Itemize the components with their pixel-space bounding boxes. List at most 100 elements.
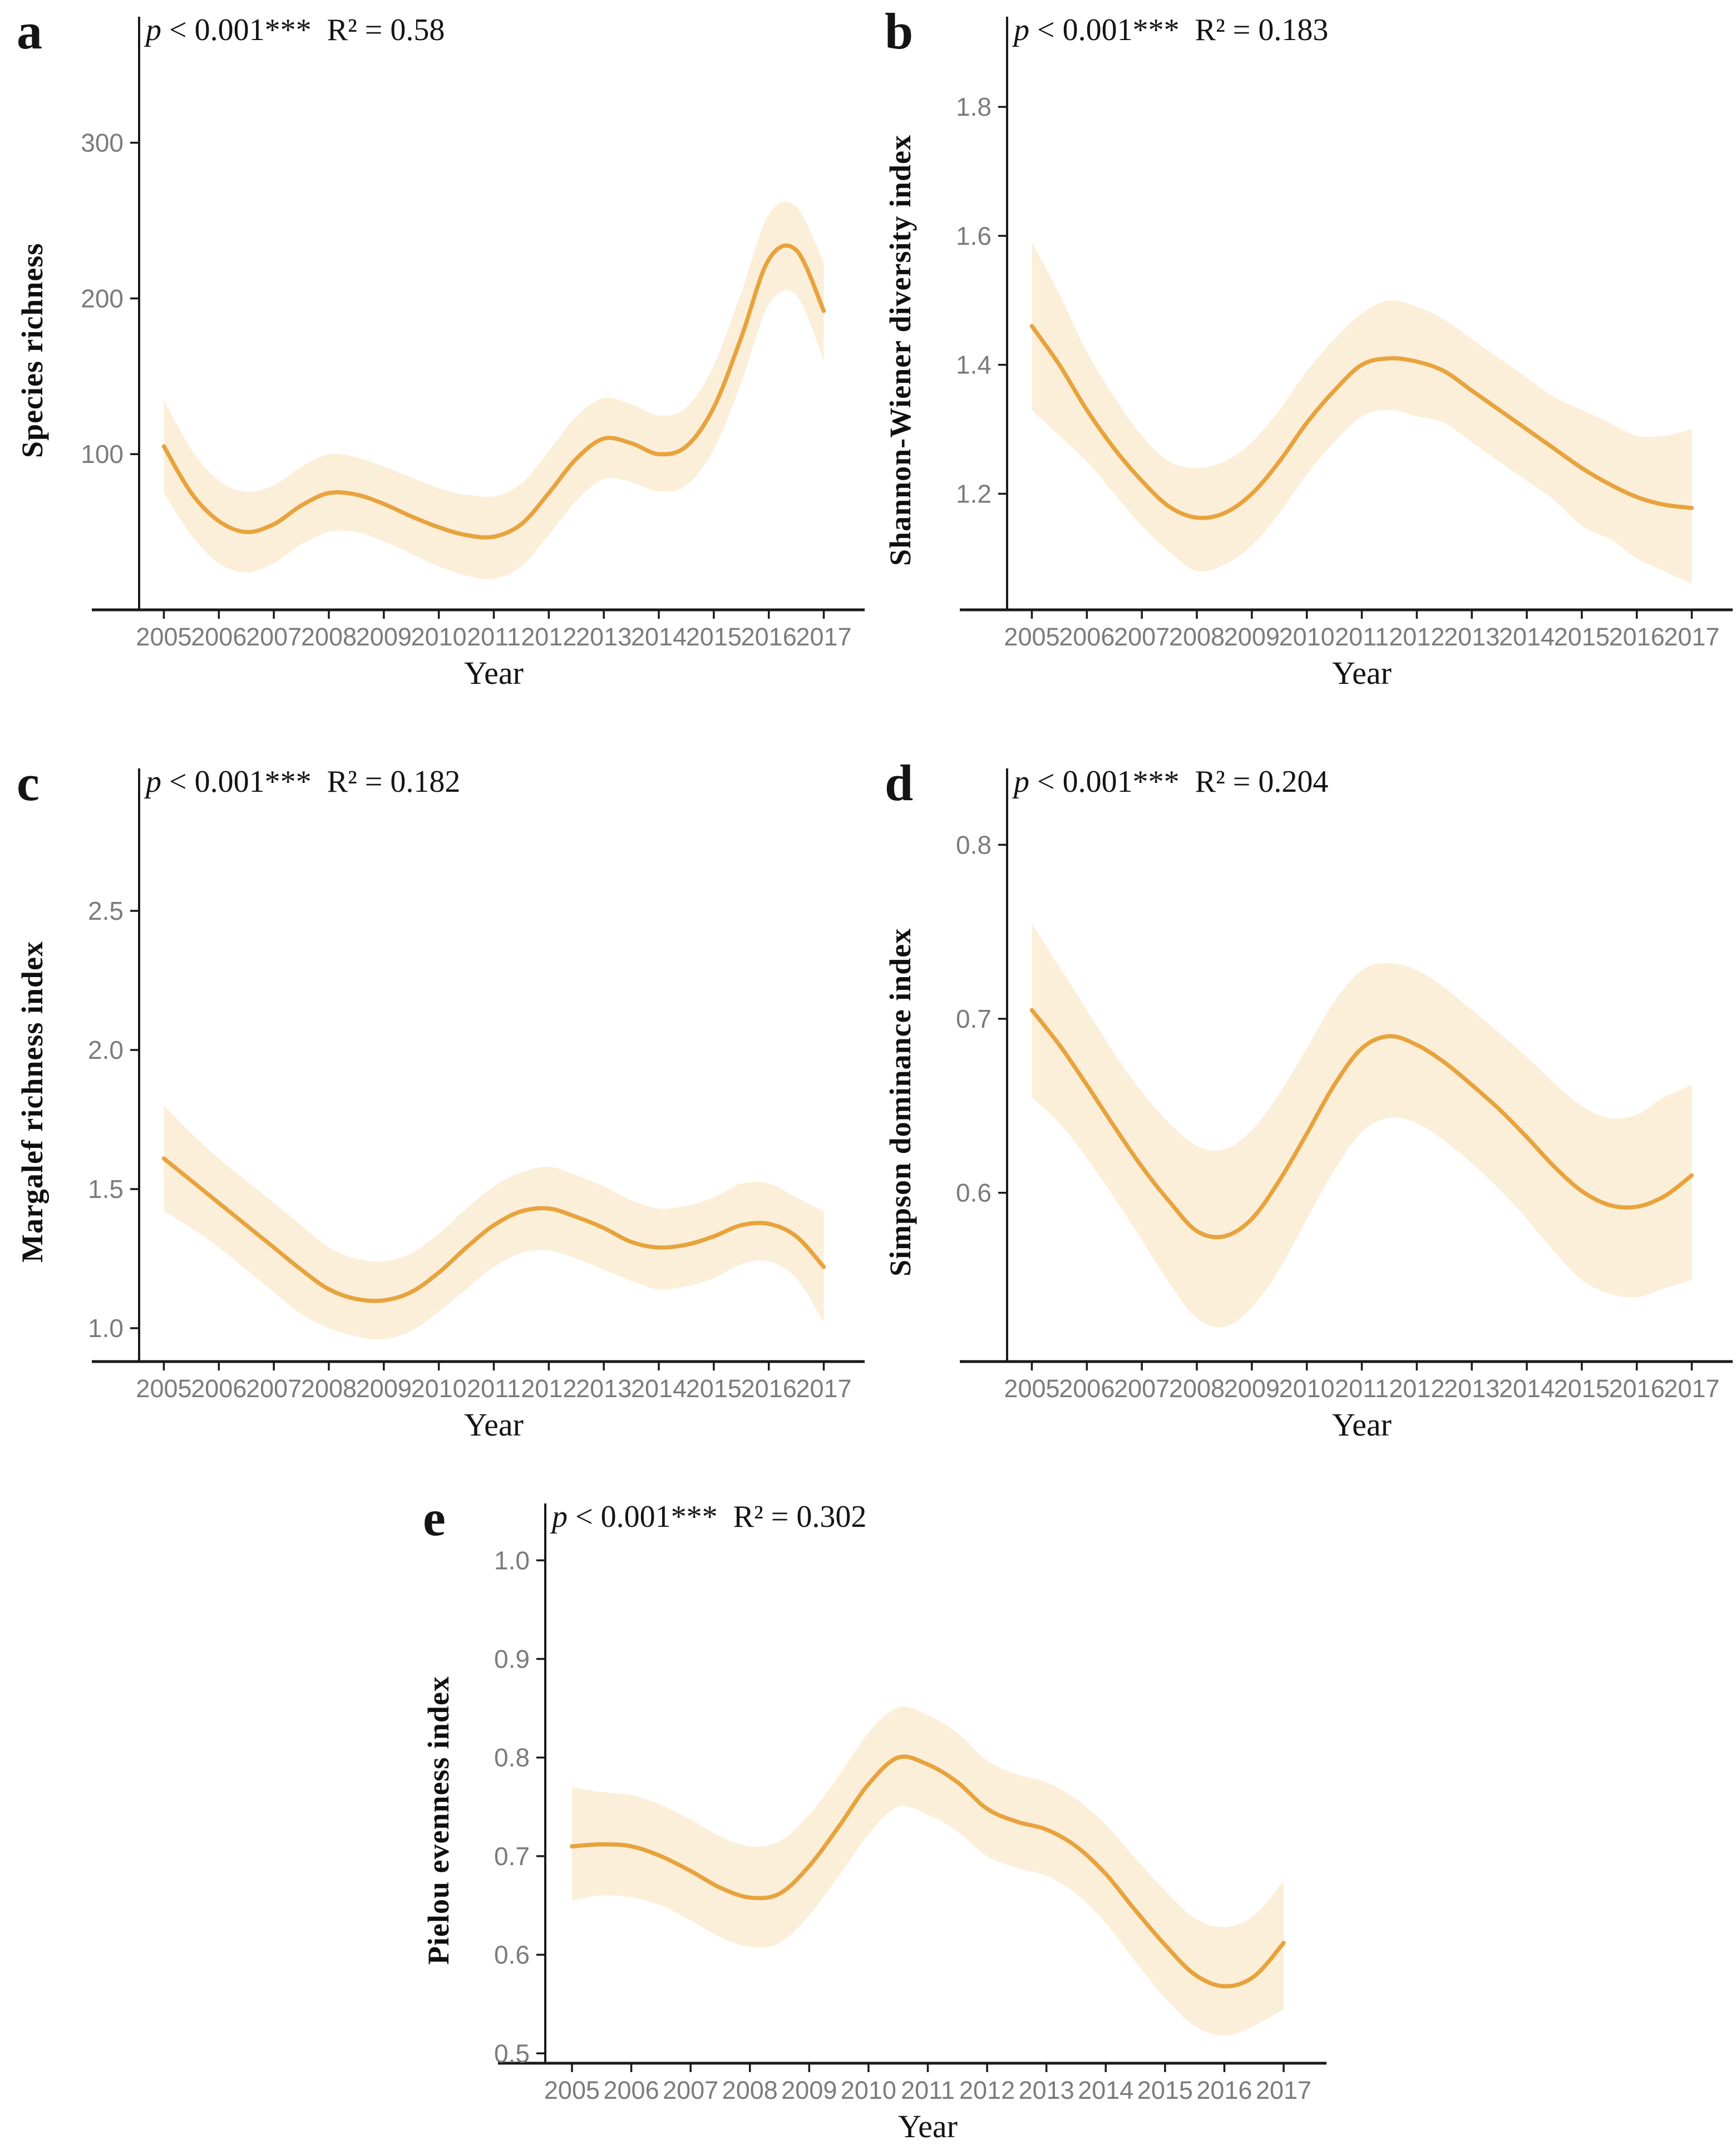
trend-line xyxy=(161,1156,826,1303)
x-tick-label: 2006 xyxy=(1059,1374,1114,1403)
y-tick-label: 1.0 xyxy=(88,1314,124,1343)
y-tick-label: 1.8 xyxy=(956,92,992,121)
x-tick-label: 2015 xyxy=(686,1374,742,1403)
x-tick-label: 2007 xyxy=(663,2076,718,2104)
x-tick-label: 2011 xyxy=(467,1374,521,1403)
x-tick-label: 2008 xyxy=(1169,1374,1225,1403)
plot-wrap-a: p < 0.001*** R² = 0.58 100 200 300 2005 2006 2… xyxy=(56,9,868,654)
x-tick-label: 2007 xyxy=(1114,623,1170,651)
trend-line xyxy=(1029,324,1694,520)
x-tick-label: 2012 xyxy=(1389,623,1444,651)
x-tick-label: 2007 xyxy=(246,623,302,651)
plot-column-c: p < 0.001*** R² = 0.182 1.0 1.5 2.0 2.5 2005 2… xyxy=(56,761,868,1443)
plot-wrap-c: p < 0.001*** R² = 0.182 1.0 1.5 2.0 2.5 2005 2… xyxy=(56,761,868,1406)
p-value-text: < 0.001*** xyxy=(1029,765,1180,799)
x-tick-label: 2009 xyxy=(781,2076,837,2104)
r-squared-text: R² = 0.204 xyxy=(1195,765,1329,799)
x-tick-label: 2013 xyxy=(1019,2076,1074,2104)
x-tick-label: 2010 xyxy=(1279,1374,1335,1403)
x-tick-label: 2008 xyxy=(301,623,357,651)
plot-wrap-e: p < 0.001*** R² = 0.302 0.5 0.6 0.7 0.8 0.9 1.… xyxy=(462,1496,1330,2108)
x-tick-label: 2008 xyxy=(301,1374,357,1403)
x-tick-label: 2014 xyxy=(1499,623,1555,651)
y-tick-label: 0.7 xyxy=(494,1842,530,1871)
x-tick-label: 2011 xyxy=(467,623,521,651)
y-tick-label: 0.9 xyxy=(494,1644,530,1673)
confidence-band xyxy=(164,1106,824,1340)
x-tick-label: 2015 xyxy=(1554,1374,1610,1403)
y-axis-label-e: Pielou evenness index xyxy=(422,1675,455,1965)
x-axis-label-b: Year xyxy=(1332,655,1392,691)
x-tick-label: 2013 xyxy=(1444,1374,1500,1403)
x-tick-label: 2012 xyxy=(1389,1374,1444,1403)
x-tick-label: 2017 xyxy=(1256,2076,1311,2104)
p-value-text: < 0.001*** xyxy=(161,765,312,799)
x-tick-label: 2005 xyxy=(544,2076,600,2104)
stats-annotation-c: p < 0.001*** R² = 0.182 xyxy=(146,764,460,800)
panel-body-c: Margalef richness index p < 0.001*** R² =… xyxy=(9,761,868,1443)
y-tick-label: 1.0 xyxy=(494,1546,530,1575)
stats-annotation-b: p < 0.001*** R² = 0.183 xyxy=(1014,12,1328,48)
x-tick-label: 2014 xyxy=(1499,1374,1555,1403)
x-tick-label: 2009 xyxy=(1224,1374,1280,1403)
stats-annotation-e: p < 0.001*** R² = 0.302 xyxy=(552,1499,866,1535)
x-tick-label: 2008 xyxy=(722,2076,778,2104)
x-axis-label-a: Year xyxy=(464,655,524,691)
x-tick-label: 2016 xyxy=(1196,2076,1252,2104)
x-axis-label-e: Year xyxy=(898,2108,958,2144)
x-tick-label: 2011 xyxy=(901,2076,955,2104)
panel-grid: a Species richness p < 0.001*** R² = 0.58… xyxy=(0,6,1736,1443)
panel-letter-d: d xyxy=(885,755,914,811)
panel-b: b Shannon-Wiener diversity index p < 0.0… xyxy=(868,6,1736,692)
p-value-symbol: p xyxy=(1014,765,1029,799)
x-tick-label: 2017 xyxy=(1664,1374,1719,1403)
panel-letter-b: b xyxy=(885,3,914,60)
x-tick-label: 2010 xyxy=(411,623,467,651)
x-tick-label: 2012 xyxy=(521,1374,576,1403)
y-tick-label: 1.5 xyxy=(88,1175,124,1204)
y-tick-label: 0.6 xyxy=(956,1178,992,1207)
confidence-band xyxy=(572,1706,1284,2036)
x-tick-label: 2014 xyxy=(631,623,687,651)
x-tick-label: 2010 xyxy=(1279,623,1335,651)
x-tick-label: 2011 xyxy=(1335,623,1389,651)
y-tick-label: 0.5 xyxy=(494,2039,530,2068)
r-squared-text: R² = 0.183 xyxy=(1195,13,1329,47)
p-value-symbol: p xyxy=(552,1500,568,1534)
y-tick-label: 2.0 xyxy=(88,1035,124,1064)
trend-line xyxy=(161,243,826,540)
x-axis-label-c: Year xyxy=(464,1407,524,1443)
x-tick-label: 2013 xyxy=(576,623,632,651)
x-tick-label: 2016 xyxy=(1609,623,1665,651)
y-axis-label-c: Margalef richness index xyxy=(16,941,49,1263)
confidence-band xyxy=(1032,923,1692,1328)
x-tick-label: 2006 xyxy=(1059,623,1114,651)
plot-column-b: p < 0.001*** R² = 0.183 1.2 1.4 1.6 1.8 2005 2… xyxy=(924,9,1736,692)
y-tick-label: 1.6 xyxy=(956,221,992,250)
x-tick-label: 2015 xyxy=(686,623,742,651)
r-squared-text: R² = 0.182 xyxy=(327,765,461,799)
plot-column-e: p < 0.001*** R² = 0.302 0.5 0.6 0.7 0.8 0.9 1.… xyxy=(462,1496,1330,2145)
x-tick-label: 2006 xyxy=(603,2076,659,2104)
x-tick-label: 2007 xyxy=(246,1374,302,1403)
x-tick-label: 2017 xyxy=(796,623,851,651)
x-tick-label: 2016 xyxy=(1609,1374,1665,1403)
y-tick-label: 1.4 xyxy=(956,351,992,379)
r-squared-text: R² = 0.58 xyxy=(327,13,445,47)
x-tick-label: 2008 xyxy=(1169,623,1225,651)
y-tick-label: 1.2 xyxy=(956,479,992,508)
x-tick-label: 2014 xyxy=(631,1374,687,1403)
panel-letter-a: a xyxy=(17,3,42,60)
panel-body-a: Species richness p < 0.001*** R² = 0.58 1… xyxy=(9,9,868,692)
x-tick-label: 2016 xyxy=(741,623,797,651)
y-tick-label: 100 xyxy=(81,440,124,469)
panel-c: c Margalef richness index p < 0.001*** R²… xyxy=(0,757,868,1443)
x-tick-label: 2016 xyxy=(741,1374,797,1403)
confidence-band xyxy=(164,201,824,579)
plot-wrap-b: p < 0.001*** R² = 0.183 1.2 1.4 1.6 1.8 2005 2… xyxy=(924,9,1736,654)
plot-wrap-d: p < 0.001*** R² = 0.204 0.6 0.7 0.8 2005 2006… xyxy=(924,761,1736,1406)
